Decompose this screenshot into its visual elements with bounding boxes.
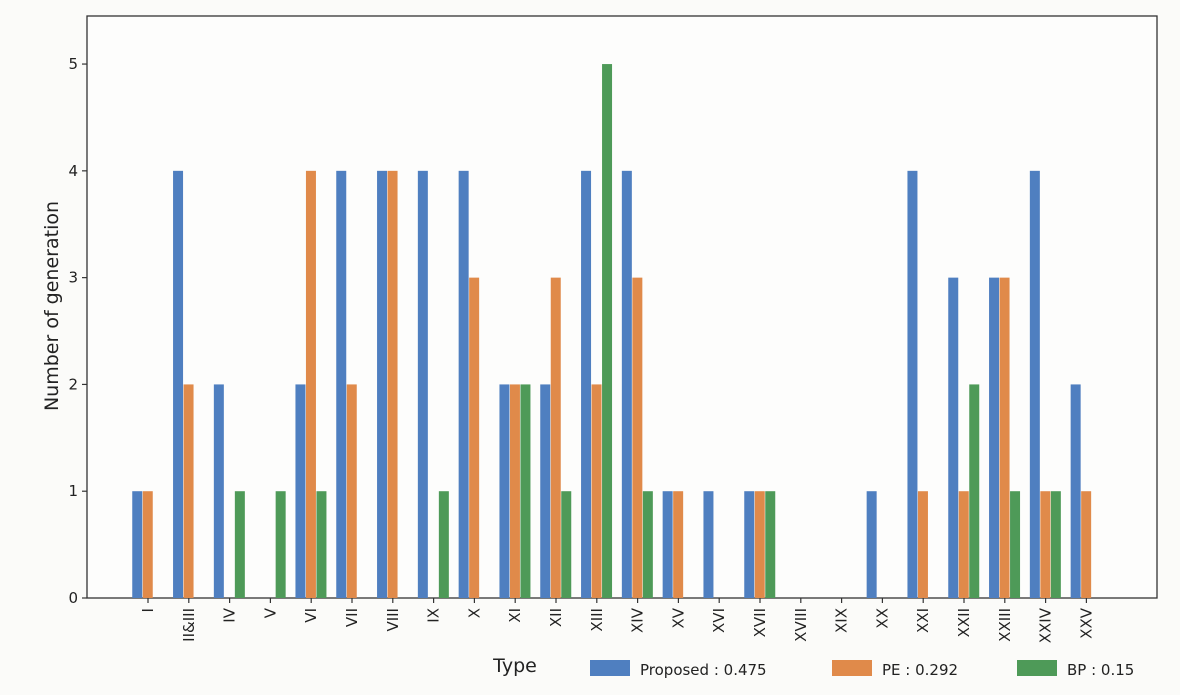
- x-tick-label: VI: [302, 608, 320, 623]
- legend: Proposed : 0.475 PE : 0.292 BP : 0.15: [590, 660, 1134, 679]
- bar-xv-series-2: [673, 491, 684, 598]
- x-tick-label: XI: [506, 608, 524, 623]
- x-tick-label: IX: [425, 608, 443, 623]
- bar-vii-series-1: [336, 170, 347, 598]
- bar-xxi-series-1: [907, 170, 918, 598]
- bar-xi-series-3: [520, 384, 531, 598]
- x-tick-label: XXV: [1077, 607, 1095, 639]
- x-tick-label: XXIII: [996, 608, 1014, 642]
- x-tick-label: XVIII: [792, 608, 810, 642]
- bar-xiii-series-2: [591, 384, 602, 598]
- bar-ix-series-1: [417, 170, 428, 598]
- y-tick-label: 1: [68, 482, 78, 500]
- bar-xv-series-1: [662, 491, 673, 598]
- x-tick-label: XIII: [588, 608, 606, 632]
- bar-xxv-series-2: [1081, 491, 1092, 598]
- x-tick-label: IV: [221, 607, 239, 622]
- bar-viii-series-1: [377, 170, 388, 598]
- x-tick-label: V: [261, 607, 279, 618]
- y-tick-label: 5: [68, 55, 78, 73]
- bar-xxiv-series-1: [1029, 170, 1040, 598]
- x-tick-label: II&III: [180, 608, 198, 642]
- x-tick-label: XX: [873, 608, 891, 629]
- x-tick-label: XIX: [833, 608, 851, 633]
- y-tick-label: 4: [68, 162, 78, 180]
- bar-xiii-series-3: [602, 64, 613, 598]
- bar-xxi-series-2: [917, 491, 928, 598]
- x-tick-label: XII: [547, 608, 565, 627]
- bar-viii-series-2: [387, 170, 398, 598]
- legend-label: PE : 0.292: [882, 661, 958, 679]
- bar-xvii-series-1: [744, 491, 755, 598]
- bar-iv-series-3: [234, 491, 245, 598]
- bar-xi-series-2: [509, 384, 520, 598]
- bar-xxv-series-1: [1070, 384, 1081, 598]
- bar-xii-series-2: [550, 277, 561, 598]
- bar-xxiv-series-2: [1040, 491, 1051, 598]
- legend-label: BP : 0.15: [1067, 661, 1134, 679]
- bar-v-series-3: [275, 491, 286, 598]
- y-tick-label: 3: [68, 269, 78, 287]
- bar-xvi-series-1: [703, 491, 714, 598]
- x-tick-label: VII: [343, 608, 361, 627]
- bar-xxiv-series-3: [1050, 491, 1061, 598]
- y-tick-label: 2: [68, 375, 78, 393]
- bar-xvii-series-2: [754, 491, 765, 598]
- bar-ix-series-3: [438, 491, 449, 598]
- bar-vi-series-2: [305, 170, 316, 598]
- x-axis: I II&III IV V VI VII VIII IX X XI XII XIII XIV XV XVI X…: [139, 598, 1095, 643]
- legend-label: Proposed : 0.475: [640, 661, 767, 679]
- bar-xiv-series-1: [621, 170, 632, 598]
- x-tick-label: XV: [669, 607, 687, 628]
- bar-vi-series-3: [316, 491, 327, 598]
- bar-xii-series-1: [540, 384, 551, 598]
- bar-i-series-1: [132, 491, 143, 598]
- bar-vi-series-1: [295, 384, 306, 598]
- bar-xiv-series-2: [632, 277, 643, 598]
- bar-xxii-series-2: [958, 491, 969, 598]
- bar-xiii-series-1: [581, 170, 592, 598]
- x-tick-label: XXII: [955, 608, 973, 637]
- x-tick-label: I: [139, 608, 157, 612]
- bar-xxiii-series-3: [1010, 491, 1021, 598]
- bar-xxiii-series-1: [989, 277, 1000, 598]
- y-axis-title: Number of generation: [41, 201, 63, 411]
- bar-xxii-series-3: [969, 384, 980, 598]
- bar-ii-iii-series-1: [173, 170, 184, 598]
- x-tick-label: X: [465, 608, 483, 618]
- bar-xx-series-1: [866, 491, 877, 598]
- x-tick-label: XXIV: [1037, 607, 1055, 643]
- bar-xxii-series-1: [948, 277, 959, 598]
- bar-xvii-series-3: [765, 491, 776, 598]
- bar-ii-iii-series-2: [183, 384, 194, 598]
- x-axis-title: Type: [492, 655, 537, 677]
- legend-swatch: [590, 660, 630, 676]
- x-tick-label: XVII: [751, 608, 769, 637]
- x-tick-label: XVI: [710, 608, 728, 633]
- x-tick-label: XXI: [914, 608, 932, 633]
- legend-swatch: [832, 660, 872, 676]
- bar-iv-series-1: [213, 384, 224, 598]
- bar-xii-series-3: [561, 491, 572, 598]
- bar-i-series-2: [142, 491, 153, 598]
- bar-x-series-1: [458, 170, 469, 598]
- bar-xxiii-series-2: [999, 277, 1010, 598]
- x-tick-label: VIII: [384, 608, 402, 632]
- y-axis: 0 1 2 3 4 5: [68, 55, 87, 607]
- y-tick-label: 0: [68, 589, 78, 607]
- legend-swatch: [1017, 660, 1057, 676]
- bar-xiv-series-3: [642, 491, 653, 598]
- bar-vii-series-2: [346, 384, 357, 598]
- bars-layer: [132, 64, 1092, 598]
- bar-xi-series-1: [499, 384, 510, 598]
- x-tick-label: XIV: [629, 607, 647, 633]
- bar-x-series-2: [469, 277, 480, 598]
